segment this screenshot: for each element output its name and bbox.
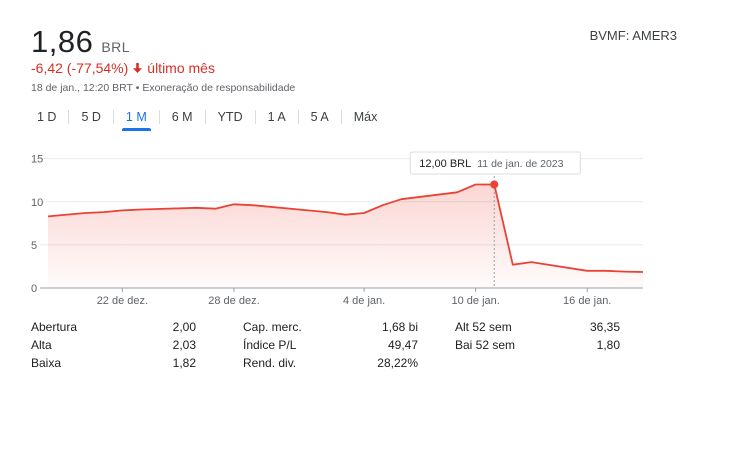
y-tick-label: 10	[31, 197, 43, 209]
x-tick-label: 4 de jan.	[343, 295, 385, 307]
range-tabs: 1 D 5 D 1 M 6 M YTD 1 A 5 A Máx	[31, 110, 389, 131]
price-change: -6,42 (-77,54%) último mês	[31, 60, 215, 76]
stat-label: Alt 52 sem	[455, 320, 512, 334]
stat-label: Baixa	[31, 356, 62, 370]
tab-divider	[204, 110, 206, 124]
y-tick-label: 5	[31, 240, 37, 252]
chart-tooltip	[409, 151, 581, 175]
tab-max[interactable]: Máx	[353, 110, 378, 124]
tab-divider	[68, 110, 70, 124]
tab-divider	[112, 110, 114, 124]
stat-label: Cap. merc.	[243, 320, 302, 334]
stat-value: 2,03	[172, 338, 196, 352]
tab-divider	[254, 110, 256, 124]
tooltip-price: 12,00 BRL	[419, 158, 471, 170]
change-period: último mês	[147, 60, 215, 76]
currency-label: BRL	[101, 39, 131, 55]
stat-value: 36,35	[589, 320, 620, 334]
disclaimer-link[interactable]: Exoneração de responsabilidade	[142, 82, 296, 94]
quote-meta: 18 de jan., 12:20 BRT • Exoneração de re…	[31, 82, 295, 94]
change-value: -6,42 (-77,54%)	[31, 60, 129, 76]
tab-5a[interactable]: 5 A	[310, 110, 329, 124]
x-tick-label: 16 de jan.	[563, 295, 611, 307]
tab-ytd[interactable]: YTD	[217, 110, 243, 124]
current-price: 1,86	[31, 24, 94, 59]
tab-1a[interactable]: 1 A	[267, 110, 286, 124]
hover-point-marker	[490, 180, 499, 189]
stat-label: Rend. div.	[243, 356, 297, 370]
stat-label: Abertura	[31, 320, 78, 334]
tooltip-date: 11 de jan. de 2023	[477, 158, 563, 170]
tab-1m[interactable]: 1 M	[114, 110, 159, 131]
tab-divider	[340, 110, 342, 124]
y-tick-label: 15	[31, 154, 43, 166]
quote-timestamp: 18 de jan., 12:20 BRT	[31, 82, 133, 94]
tab-5d[interactable]: 5 D	[81, 110, 101, 124]
stat-value: 1,82	[172, 356, 196, 370]
ticker-symbol: BVMF: AMER3	[589, 28, 677, 43]
stat-label: Alta	[31, 338, 52, 352]
tab-divider	[158, 110, 160, 124]
stat-value: 28,22%	[377, 356, 418, 370]
tab-1d[interactable]: 1 D	[37, 110, 57, 124]
tab-divider	[297, 110, 299, 124]
stat-value: 1,68 bi	[381, 320, 418, 334]
stat-label: Índice P/L	[243, 338, 297, 352]
stat-value: 2,00	[172, 320, 196, 334]
price-line	[47, 183, 644, 273]
x-tick-label: 28 de dez.	[208, 295, 259, 307]
y-tick-label: 0	[31, 283, 37, 295]
price-chart[interactable]: 15 10 5 0 22 de dez. 28 de dez. 4 de jan. 10 d…	[0, 140, 700, 310]
price-area-fill	[48, 184, 643, 288]
tab-6m[interactable]: 6 M	[171, 110, 193, 124]
arrow-down-icon	[133, 63, 143, 73]
stat-value: 1,80	[596, 338, 620, 352]
stat-value: 49,47	[387, 338, 418, 352]
x-tick-label: 10 de jan.	[451, 295, 499, 307]
price-header: 1,86 BRL	[31, 24, 130, 60]
x-tick-label: 22 de dez.	[97, 295, 148, 307]
meta-separator: •	[135, 82, 140, 94]
stat-label: Bai 52 sem	[455, 338, 516, 352]
